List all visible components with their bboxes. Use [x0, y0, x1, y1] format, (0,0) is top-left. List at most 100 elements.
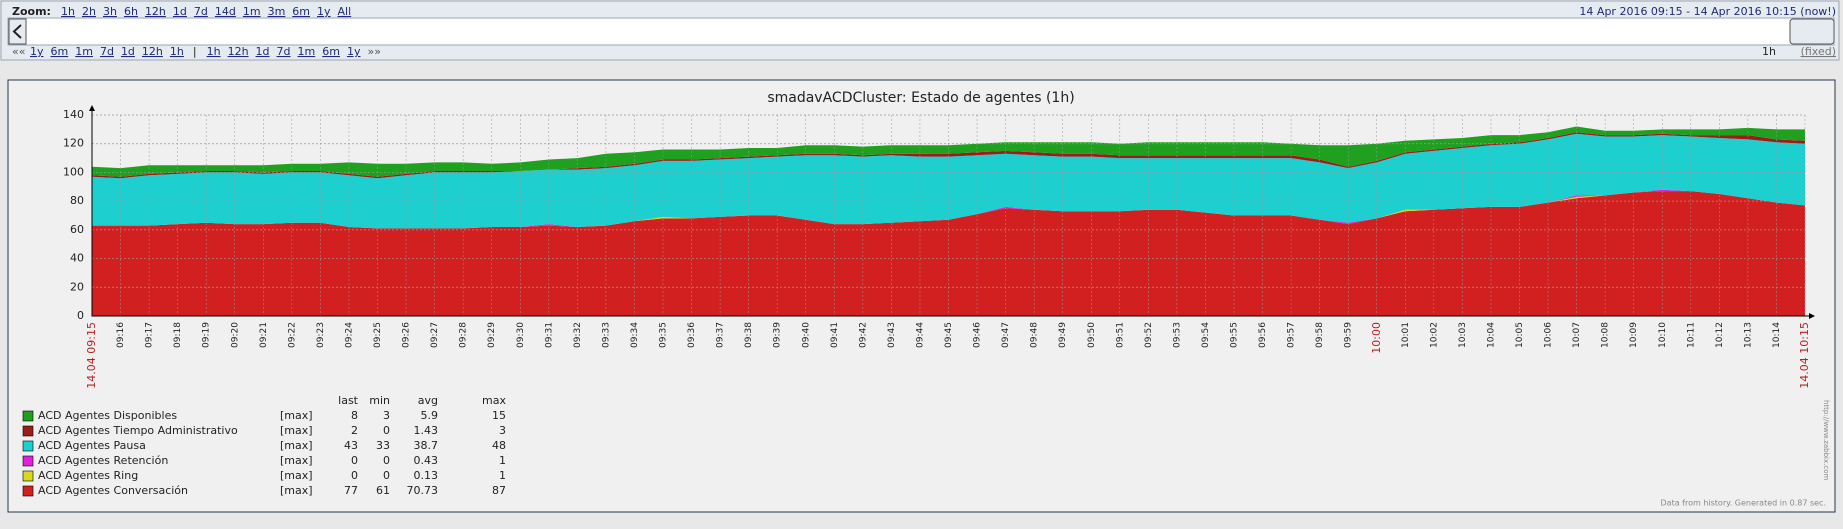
legend-stat: 1.43	[414, 424, 439, 437]
x-tick-label: 14.04 10:15	[1798, 322, 1811, 389]
link[interactable]: 6m	[322, 45, 340, 58]
x-tick-label: 09:26	[402, 322, 412, 348]
legend-stat: 0	[383, 424, 390, 437]
fixed-toggle[interactable]: (fixed)	[1801, 45, 1836, 58]
link[interactable]: 3h	[103, 5, 117, 18]
legend-swatch	[22, 455, 34, 467]
x-tick-label: 09:36	[687, 322, 697, 348]
x-tick-label: 09:37	[716, 322, 726, 348]
x-tick-label: 10:00	[1370, 322, 1383, 354]
x-tick-label: 09:48	[1030, 322, 1040, 348]
x-tick-label: 09:22	[287, 322, 297, 348]
x-tick-label: 09:50	[1087, 322, 1097, 348]
nav-end[interactable]: »»	[367, 45, 380, 58]
link[interactable]: 1d	[173, 5, 187, 18]
scroll-left[interactable]	[8, 18, 27, 45]
link[interactable]: 1h	[170, 45, 184, 58]
legend-stat: 0	[351, 454, 358, 467]
zoom-label: Zoom:	[12, 5, 51, 18]
legend-stat: 15	[492, 409, 506, 422]
x-tick-label: 09:23	[316, 322, 326, 348]
x-tick-label: 09:31	[544, 322, 554, 348]
legend-name: ACD Agentes Tiempo Administrativo	[38, 424, 238, 437]
x-tick-label: 09:45	[944, 322, 954, 348]
x-tick-label: 09:54	[1201, 322, 1211, 348]
legend-header: last	[338, 394, 359, 407]
link[interactable]: 7d	[100, 45, 114, 58]
legend-stat: 87	[492, 484, 506, 497]
x-tick-label: 09:44	[915, 322, 925, 348]
legend-stat: 33	[376, 439, 390, 452]
x-tick-label: 09:47	[1001, 322, 1011, 348]
x-tick-label: 09:20	[230, 322, 240, 348]
legend-stat: 43	[344, 439, 358, 452]
link[interactable]: 7d	[194, 5, 208, 18]
x-tick-label: 10:13	[1743, 322, 1753, 348]
y-tick-label: 20	[70, 280, 84, 293]
x-tick-label: 09:53	[1172, 322, 1182, 348]
link[interactable]: 12h	[145, 5, 166, 18]
legend-func: [max]	[280, 409, 313, 422]
x-tick-label: 09:35	[659, 322, 669, 348]
x-tick-label: 09:40	[801, 322, 811, 348]
x-tick-label: 09:32	[573, 322, 583, 348]
link[interactable]: 1y	[347, 45, 361, 58]
period-length: 1h	[1762, 45, 1776, 58]
legend-stat: 8	[351, 409, 358, 422]
scroll-handle[interactable]	[1789, 18, 1835, 45]
link[interactable]: 1h	[207, 45, 221, 58]
link[interactable]: 12h	[228, 45, 249, 58]
legend-name: ACD Agentes Conversación	[38, 484, 188, 497]
link[interactable]: 1m	[75, 45, 93, 58]
link[interactable]: 1h	[61, 5, 75, 18]
nav-start[interactable]: ««	[12, 45, 25, 58]
link[interactable]: 1y	[30, 45, 44, 58]
legend-name: ACD Agentes Disponibles	[38, 409, 177, 422]
watermark: http://www.zabbix.com	[1822, 400, 1830, 480]
x-tick-label: 10:09	[1629, 322, 1639, 348]
link[interactable]: 1d	[256, 45, 270, 58]
x-tick-label: 09:19	[202, 322, 212, 348]
legend-func: [max]	[280, 469, 313, 482]
chart-title: smadavACDCluster: Estado de agentes (1h)	[767, 90, 1074, 106]
link[interactable]: 6m	[51, 45, 69, 58]
link[interactable]: 1m	[243, 5, 261, 18]
legend-stat: 3	[383, 409, 390, 422]
link[interactable]: 2h	[82, 5, 96, 18]
link[interactable]: 12h	[142, 45, 163, 58]
x-tick-label: 09:38	[744, 322, 754, 348]
x-tick-label: 10:04	[1486, 322, 1496, 348]
x-tick-label: 09:24	[344, 322, 354, 348]
link[interactable]: 14d	[215, 5, 236, 18]
x-tick-label: 09:25	[373, 322, 383, 348]
x-tick-label: 09:57	[1287, 322, 1297, 348]
legend-stat: 70.73	[407, 484, 439, 497]
x-tick-label: 09:17	[145, 322, 155, 348]
legend-stat: 5.9	[421, 409, 439, 422]
legend-name: ACD Agentes Retención	[38, 454, 168, 467]
link[interactable]: 3m	[268, 5, 286, 18]
x-tick-label: 09:30	[516, 322, 526, 348]
link[interactable]: 7d	[277, 45, 291, 58]
legend-stat: 2	[351, 424, 358, 437]
x-tick-label: 09:43	[887, 322, 897, 348]
legend-header: max	[482, 394, 506, 407]
x-tick-label: 10:02	[1429, 322, 1439, 348]
link[interactable]: All	[338, 5, 352, 18]
link[interactable]: 1y	[317, 5, 331, 18]
x-tick-label: 09:56	[1258, 322, 1268, 348]
link[interactable]: 6m	[292, 5, 310, 18]
legend-swatch	[22, 425, 34, 437]
x-tick-label: 09:55	[1230, 322, 1240, 348]
y-tick-label: 100	[63, 165, 84, 178]
arrow-y	[89, 105, 95, 111]
x-tick-label: 09:41	[830, 322, 840, 348]
scrollbar	[7, 17, 1835, 46]
x-tick-label: 09:18	[173, 322, 183, 348]
legend-func: [max]	[280, 454, 313, 467]
x-tick-label: 09:28	[459, 322, 469, 348]
link[interactable]: 6h	[124, 5, 138, 18]
y-tick-label: 120	[63, 137, 84, 150]
link[interactable]: 1m	[298, 45, 316, 58]
link[interactable]: 1d	[121, 45, 135, 58]
